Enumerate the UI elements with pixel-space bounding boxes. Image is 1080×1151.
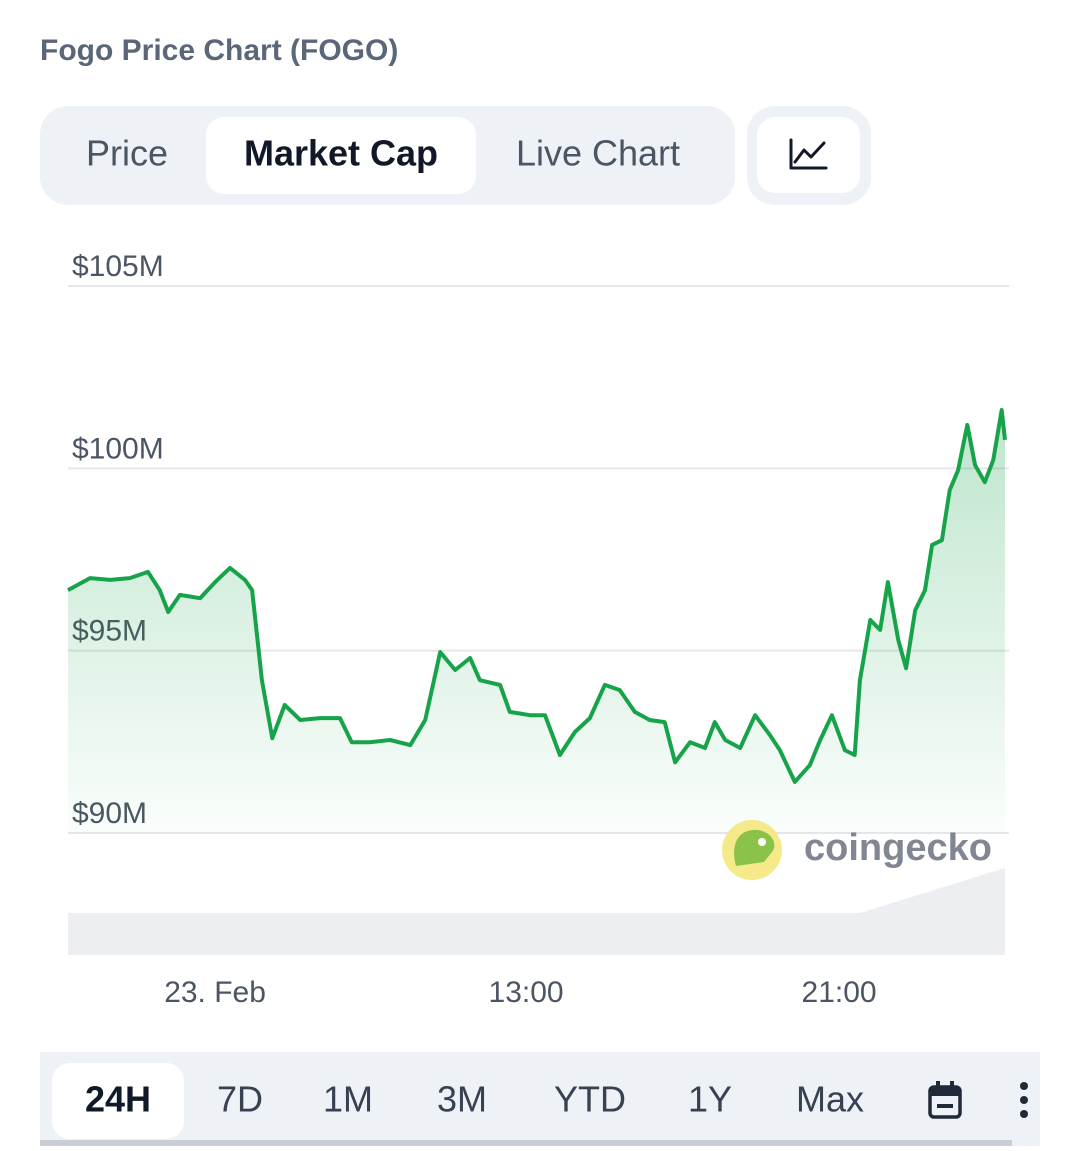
tab-active-bg xyxy=(206,117,476,194)
range-active-bg xyxy=(52,1063,184,1139)
x-tick-label: 23. Feb xyxy=(164,976,266,1009)
ranges: 24H 7D 1M 3M YTD 1Y Max xyxy=(52,1063,864,1139)
range-button[interactable]: 24H xyxy=(85,1079,151,1120)
range-button[interactable]: 1M xyxy=(323,1079,373,1120)
range-button[interactable]: Max xyxy=(796,1079,864,1120)
calendar-icon[interactable] xyxy=(928,1081,962,1119)
tab[interactable]: Market Cap xyxy=(244,133,438,174)
more-icon[interactable] xyxy=(1020,1082,1028,1118)
scrollbar xyxy=(40,1140,1012,1146)
price-line xyxy=(67,408,1007,784)
tab[interactable]: Live Chart xyxy=(516,133,680,174)
range-button[interactable]: 7D xyxy=(217,1079,263,1120)
line-chart-icon xyxy=(789,138,828,170)
x-tick-label: 13:00 xyxy=(489,976,564,1009)
y-tick-label: $100M xyxy=(72,432,164,465)
tabs: Price Market Cap Live Chart xyxy=(86,117,680,194)
range-bar xyxy=(40,1052,1040,1146)
plot: $105M$100M$95M$90M23. Feb13:0021:00coing… xyxy=(67,250,1009,1009)
watermark-logo xyxy=(722,820,782,880)
watermark: coingecko xyxy=(804,827,992,869)
volume-strip xyxy=(68,868,1005,955)
range-button[interactable]: YTD xyxy=(554,1079,626,1120)
range-button[interactable]: 3M xyxy=(437,1079,487,1120)
area xyxy=(68,410,1005,833)
tab[interactable]: Price xyxy=(86,133,168,174)
page-title: Fogo Price Chart (FOGO) xyxy=(40,34,398,67)
range-button[interactable]: 1Y xyxy=(688,1079,732,1120)
x-tick-label: 21:00 xyxy=(802,976,877,1009)
y-tick-label: $105M xyxy=(72,250,164,283)
